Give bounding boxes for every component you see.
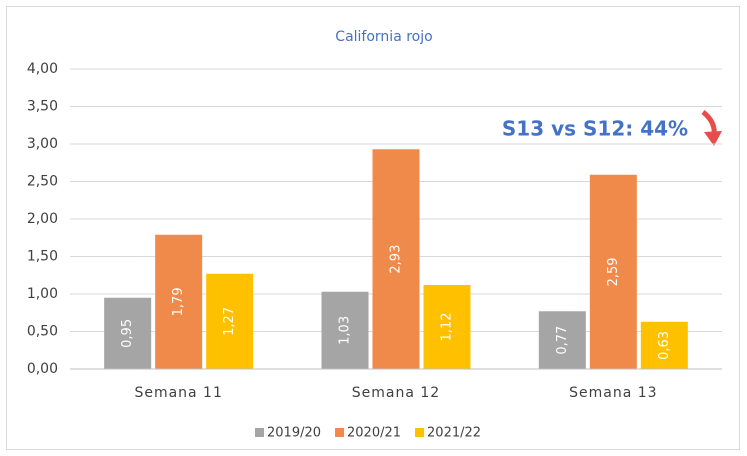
y-tick-label: 1,50 bbox=[27, 249, 58, 265]
legend-label: 2020/21 bbox=[347, 426, 401, 441]
bar bbox=[155, 234, 203, 369]
data-label: 0,77 bbox=[555, 326, 570, 355]
data-label: 1,12 bbox=[440, 313, 455, 342]
legend-swatch bbox=[335, 428, 345, 437]
data-label: 1,79 bbox=[171, 287, 186, 316]
y-tick-label: 2,00 bbox=[27, 211, 58, 227]
data-label: 2,93 bbox=[389, 245, 404, 274]
legend-label: 2019/20 bbox=[267, 426, 321, 441]
data-label: 1,03 bbox=[338, 316, 353, 345]
bar bbox=[321, 291, 369, 369]
legend-swatch bbox=[255, 428, 264, 437]
y-tick-label: 1,00 bbox=[27, 286, 58, 302]
data-label: 0,63 bbox=[657, 331, 672, 360]
bar bbox=[538, 311, 586, 369]
data-label: 2,59 bbox=[606, 257, 621, 286]
y-tick-label: 4,00 bbox=[27, 61, 58, 77]
bar bbox=[423, 285, 471, 369]
bar bbox=[372, 149, 420, 369]
x-tick-label: Semana 13 bbox=[569, 385, 657, 401]
data-label: 0,95 bbox=[120, 319, 135, 348]
y-tick-label: 3,50 bbox=[27, 99, 58, 115]
y-tick-label: 0,00 bbox=[27, 361, 58, 377]
y-tick-label: 0,50 bbox=[27, 324, 58, 340]
y-tick-label: 2,50 bbox=[27, 174, 58, 190]
bar bbox=[640, 321, 688, 369]
annotation-arrowhead bbox=[704, 131, 722, 146]
bar bbox=[104, 297, 152, 369]
data-label: 1,27 bbox=[222, 307, 237, 336]
legend-swatch bbox=[415, 428, 425, 437]
x-tick-label: Semana 11 bbox=[134, 385, 222, 401]
bar bbox=[206, 273, 254, 369]
x-tick-label: Semana 12 bbox=[352, 385, 440, 401]
bar bbox=[589, 174, 637, 369]
legend-label: 2021/22 bbox=[427, 426, 481, 441]
chart-title: California rojo bbox=[335, 29, 432, 45]
annotation: S13 vs S12: 44% bbox=[502, 117, 688, 141]
y-tick-label: 3,00 bbox=[27, 136, 58, 152]
